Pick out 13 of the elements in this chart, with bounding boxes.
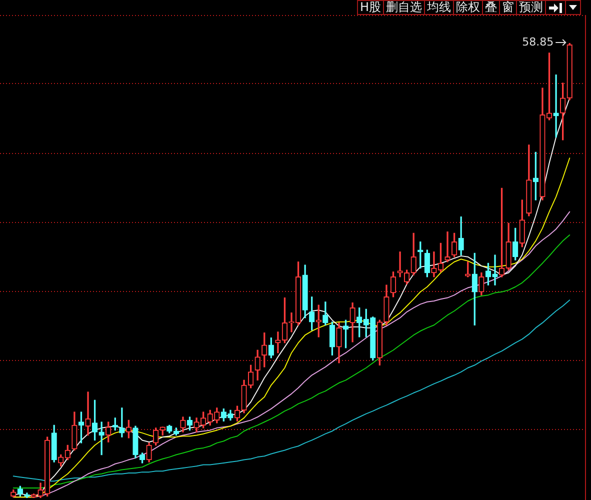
toolbar-button: 预测 (516, 0, 546, 15)
toolbar-button: 除权 (453, 0, 483, 15)
candlestick (553, 74, 559, 138)
candlestick (444, 231, 450, 262)
toolbar-button: 窗 (499, 0, 517, 15)
toolbar-button: 叠 (482, 0, 500, 15)
candlestick (85, 392, 91, 436)
toolbar-button: H股 (356, 0, 384, 15)
candlestick (98, 422, 104, 456)
annotation: 58.85 (522, 35, 554, 48)
toolbar-button: 删自选 (383, 0, 425, 15)
candlestick (119, 408, 125, 438)
toolbar-button: 均线 (424, 0, 454, 15)
